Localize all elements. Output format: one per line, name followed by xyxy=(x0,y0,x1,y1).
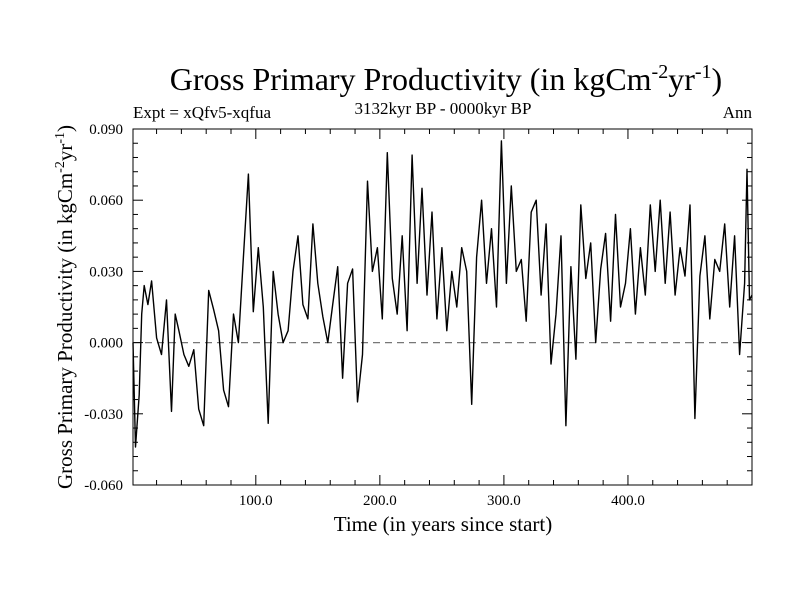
ylabel-end: ) xyxy=(53,125,77,132)
y-tick-label: -0.060 xyxy=(84,478,123,494)
y-tick-label: -0.030 xyxy=(84,407,123,423)
y-tick-label: 0.000 xyxy=(89,336,123,352)
y-tick-label: 0.090 xyxy=(89,122,123,138)
title-mid: yr xyxy=(668,61,695,97)
title-main: Gross Primary Productivity (in kgCm xyxy=(170,61,652,97)
period-label: 3132kyr BP - 0000kyr BP xyxy=(355,99,532,118)
x-tick-label: 300.0 xyxy=(487,493,521,509)
title-sup2: -1 xyxy=(695,61,712,83)
plot-frame xyxy=(132,128,753,486)
title-end: ) xyxy=(712,61,723,97)
y-axis-label: Gross Primary Productivity (in kgCm-2yr-… xyxy=(53,125,77,489)
x-axis-label: Time (in years since start) xyxy=(334,512,553,536)
x-tick-label: 400.0 xyxy=(611,493,645,509)
season-label: Ann xyxy=(723,103,753,122)
ylabel-main: Gross Primary Productivity (in kgCm xyxy=(53,173,77,489)
series-line-ann xyxy=(132,140,753,448)
chart-title: Gross Primary Productivity (in kgCm-2yr-… xyxy=(170,61,722,97)
ylabel-sup2: -1 xyxy=(53,132,68,144)
y-tick-label: 0.030 xyxy=(89,264,123,280)
ylabel-mid: yr xyxy=(53,144,77,162)
y-tick-label: 0.060 xyxy=(89,193,123,209)
x-tick-label: 200.0 xyxy=(363,493,397,509)
ylabel-sup1: -2 xyxy=(53,161,68,173)
axis-ticks xyxy=(133,128,753,486)
experiment-label: Expt = xQfv5-xqfua xyxy=(133,103,271,122)
x-tick-label: 100.0 xyxy=(239,493,273,509)
x-tick-labels: 100.0 200.0 300.0 400.0 xyxy=(239,493,645,509)
y-tick-labels: -0.060 -0.030 0.000 0.030 0.060 0.090 xyxy=(84,122,123,494)
title-sup1: -2 xyxy=(652,61,669,83)
